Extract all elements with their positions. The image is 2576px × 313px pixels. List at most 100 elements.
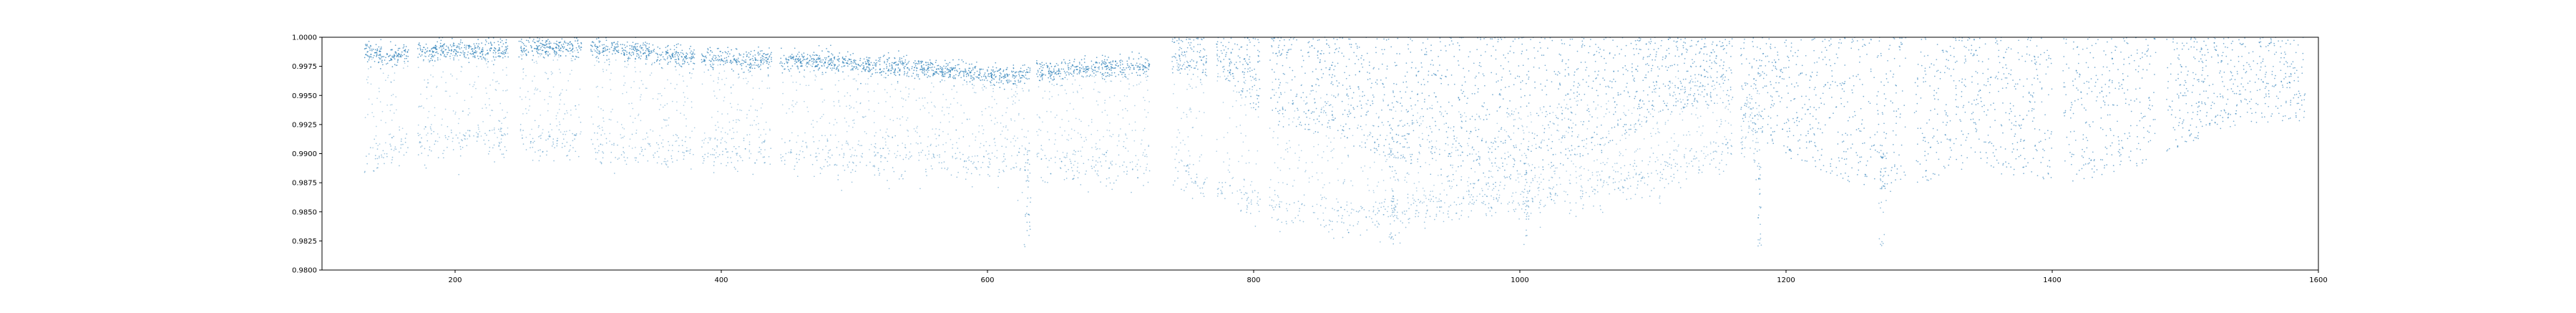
data-point (1639, 48, 1641, 50)
data-point (1483, 106, 1484, 107)
data-point (866, 59, 868, 61)
data-point (1094, 66, 1096, 68)
data-point (1711, 62, 1713, 64)
data-point (1474, 85, 1476, 87)
data-point (2263, 116, 2265, 118)
data-point (2215, 115, 2217, 117)
data-point (1892, 130, 1894, 132)
data-point (1176, 59, 1178, 62)
data-point (595, 46, 597, 47)
data-point (1795, 120, 1797, 122)
data-point (729, 53, 731, 55)
data-point (1350, 112, 1352, 114)
data-point (1254, 68, 1255, 70)
data-point (621, 47, 623, 49)
data-point (1592, 136, 1594, 138)
data-point (1806, 160, 1808, 162)
data-point (1504, 158, 1506, 160)
data-point (2079, 73, 2081, 75)
data-point (1696, 100, 1698, 102)
data-point (1684, 42, 1687, 44)
data-point (2211, 120, 2212, 121)
data-point (1021, 77, 1023, 79)
data-point (899, 68, 901, 70)
data-point (2147, 107, 2150, 110)
data-point (1342, 113, 1344, 115)
data-point (1977, 94, 1979, 96)
data-point (2260, 41, 2262, 43)
data-point (2221, 76, 2223, 78)
data-point (1814, 160, 1816, 162)
data-point (1709, 92, 1712, 94)
data-point (1780, 70, 1782, 72)
data-point (971, 75, 972, 77)
data-point (1825, 49, 1828, 51)
data-point (879, 68, 882, 70)
data-point (931, 69, 933, 71)
data-point (680, 44, 682, 46)
data-point (1328, 105, 1330, 107)
data-point (404, 57, 406, 59)
data-point (998, 82, 1000, 84)
data-point (1625, 44, 1627, 47)
data-point (1110, 61, 1112, 63)
data-point (674, 56, 676, 58)
data-point (406, 51, 409, 52)
data-point (607, 49, 609, 50)
data-point (838, 60, 840, 62)
data-point (1292, 38, 1294, 40)
data-point (429, 59, 431, 62)
data-point (1473, 62, 1475, 64)
data-point (1350, 44, 1352, 45)
data-point (2205, 115, 2207, 117)
data-point (906, 63, 908, 65)
data-point (927, 62, 929, 64)
data-point (2235, 92, 2238, 95)
data-point (1745, 116, 1747, 118)
data-point (1677, 100, 1679, 102)
data-point (792, 58, 794, 60)
data-point (1956, 158, 1957, 160)
data-point (1022, 64, 1024, 67)
data-point (816, 61, 818, 63)
data-point (863, 65, 864, 67)
data-point (901, 57, 902, 59)
data-point (2018, 155, 2020, 158)
data-point (2265, 72, 2267, 73)
data-point (1558, 53, 1561, 55)
data-point (757, 52, 759, 54)
data-point (1113, 72, 1116, 74)
data-point (1677, 41, 1678, 42)
data-point (903, 62, 905, 64)
data-point (803, 56, 805, 57)
data-point (2087, 67, 2089, 68)
data-point (533, 47, 535, 49)
data-point (1360, 57, 1362, 59)
data-point (2176, 48, 2178, 49)
data-point (1767, 115, 1770, 117)
data-point (1397, 151, 1399, 153)
data-point (969, 67, 971, 69)
data-point (1289, 39, 1290, 41)
data-point (1448, 180, 1450, 182)
data-point (1901, 43, 1903, 45)
data-point (2195, 126, 2197, 128)
data-point (2215, 49, 2217, 51)
data-point (907, 62, 909, 64)
data-point (447, 46, 449, 48)
data-point (1565, 154, 1566, 156)
data-point (841, 62, 844, 64)
data-point (2117, 120, 2118, 122)
data-point (1048, 67, 1050, 69)
data-point (1090, 74, 1091, 76)
data-point (490, 42, 492, 44)
data-point (937, 64, 938, 67)
data-point (627, 60, 629, 62)
data-point (1410, 105, 1412, 107)
data-point (659, 54, 660, 56)
data-point (2108, 86, 2110, 88)
data-point (368, 40, 370, 42)
data-point (950, 71, 951, 73)
data-point (456, 50, 457, 52)
data-point (523, 51, 525, 53)
